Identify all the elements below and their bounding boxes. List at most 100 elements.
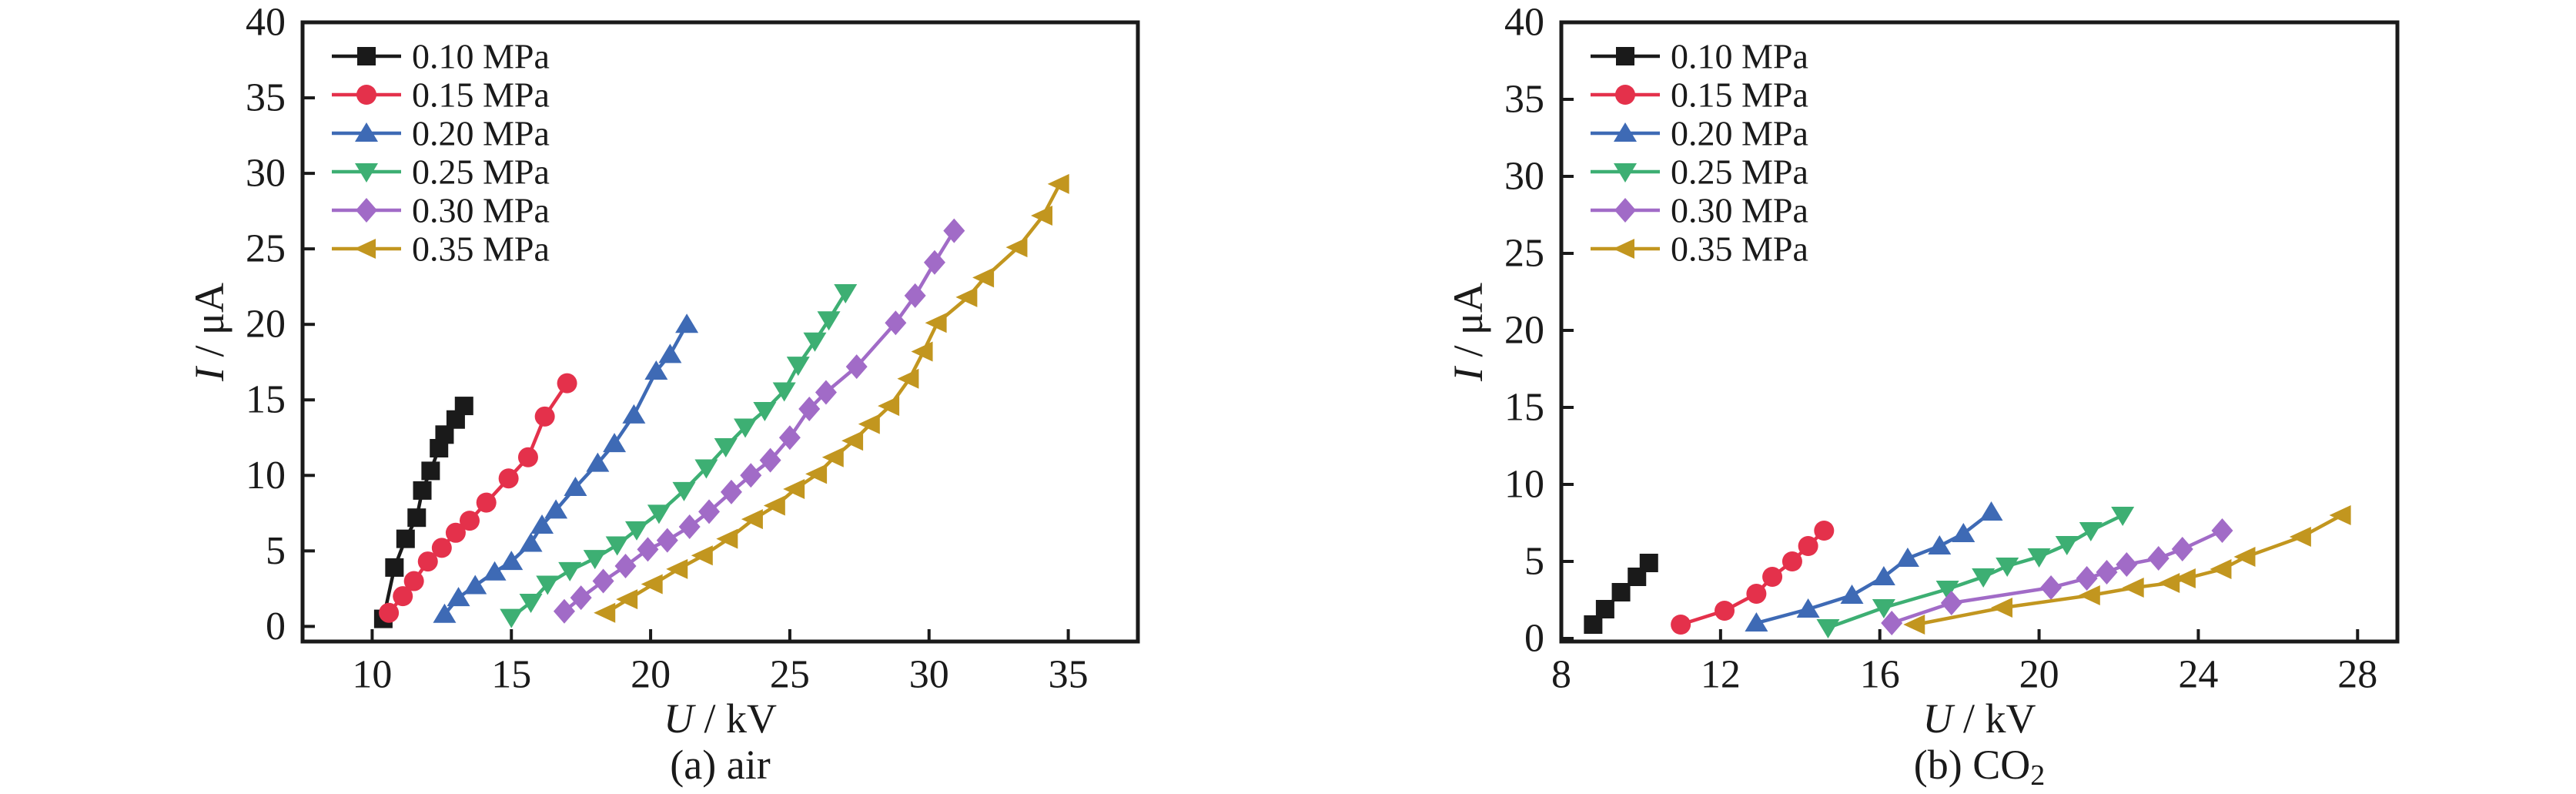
triangle-left-marker-icon [955, 286, 978, 307]
triangle-down-marker-icon [647, 504, 671, 524]
diamond-marker-icon [904, 283, 926, 308]
diamond-marker-icon [1881, 611, 1903, 635]
triangle-left-marker-icon [925, 313, 947, 333]
legend-item: 0.20 MPa [332, 114, 550, 153]
square-marker-icon [396, 529, 415, 548]
triangle-up-marker-icon [1979, 501, 2003, 521]
square-marker-icon [1639, 554, 1658, 572]
plot-frame [300, 20, 1140, 644]
legend-label: 0.25 MPa [1671, 152, 1808, 192]
triangle-down-marker-icon [672, 481, 696, 501]
triangle-left-marker-icon [2210, 559, 2232, 579]
y-tick-label: 40 [1504, 1, 1544, 45]
triangle-down-marker-icon [1996, 558, 2019, 577]
x-axis-label: U / kV [1923, 695, 2036, 742]
triangle-left-marker-icon [666, 558, 688, 579]
triangle-down-marker-icon [583, 550, 607, 570]
triangle-left-marker-icon [805, 464, 828, 484]
triangle-left-marker-icon [354, 239, 376, 259]
diamond-marker-icon [815, 380, 837, 405]
legend-label: 0.15 MPa [1671, 75, 1808, 115]
legend-item: 0.15 MPa [332, 75, 550, 115]
square-marker-icon [1595, 600, 1614, 618]
square-marker-icon [1616, 47, 1634, 65]
legend-label: 0.10 MPa [1671, 37, 1808, 76]
triangle-down-marker-icon [558, 561, 582, 581]
triangle-up-marker-icon [1840, 585, 1864, 604]
triangle-up-marker-icon [1952, 523, 1975, 542]
triangle-up-marker-icon [586, 452, 610, 472]
legend-item: 0.30 MPa [1591, 191, 1808, 230]
triangle-down-marker-icon [817, 311, 841, 331]
series-0.10-MPa [373, 397, 473, 628]
series-0.30-MPa [1881, 518, 2233, 635]
triangle-up-marker-icon [622, 404, 646, 424]
circle-marker-icon [517, 447, 538, 467]
diamond-marker-icon [656, 528, 678, 553]
triangle-left-marker-icon [2233, 547, 2256, 567]
triangle-down-marker-icon [834, 284, 858, 304]
y-tick-label: 0 [1524, 617, 1544, 661]
triangle-left-marker-icon [1903, 615, 1925, 635]
triangle-left-marker-icon [1047, 173, 1069, 194]
circle-marker-icon [1814, 521, 1835, 541]
y-tick-label: 10 [1504, 463, 1544, 507]
triangle-left-marker-icon [691, 545, 713, 566]
diamond-marker-icon [845, 354, 868, 380]
y-tick-label: 15 [246, 378, 286, 422]
triangle-up-marker-icon [658, 343, 682, 363]
legend-item: 0.35 MPa [332, 229, 550, 269]
triangle-down-marker-icon [536, 575, 560, 595]
triangle-left-marker-icon [821, 447, 844, 467]
x-axis-label: U / kV [664, 695, 777, 742]
series-0.35-MPa [1903, 505, 2351, 635]
y-tick-label: 30 [246, 152, 286, 196]
diamond-marker-icon [614, 553, 637, 578]
series-line [563, 229, 956, 613]
x-tick-label: 12 [1701, 653, 1741, 697]
circle-marker-icon [1762, 567, 1783, 587]
diamond-marker-icon [2171, 537, 2193, 561]
x-tick-label: 25 [770, 653, 810, 697]
diamond-marker-icon [943, 218, 965, 243]
triangle-up-marker-icon [564, 476, 587, 496]
legend-label: 0.35 MPa [1671, 229, 1808, 269]
triangle-down-marker-icon [772, 382, 796, 402]
triangle-left-marker-icon [1991, 598, 2013, 618]
triangle-up-marker-icon [1614, 122, 1637, 142]
triangle-left-marker-icon [716, 528, 738, 549]
diamond-marker-icon [885, 310, 907, 336]
triangle-down-marker-icon [734, 418, 758, 438]
square-marker-icon [454, 397, 473, 416]
legend-item: 0.25 MPa [1591, 152, 1808, 192]
x-tick-label: 35 [1049, 653, 1089, 697]
diamond-marker-icon [356, 198, 377, 223]
triangle-left-marker-icon [2329, 505, 2351, 525]
triangle-down-marker-icon [2055, 536, 2079, 555]
diamond-marker-icon [2147, 546, 2170, 571]
x-tick-label: 30 [909, 653, 949, 697]
circle-marker-icon [431, 538, 452, 558]
triangle-down-marker-icon [803, 332, 827, 352]
y-tick-label: 5 [266, 529, 286, 573]
square-marker-icon [421, 461, 440, 481]
triangle-down-marker-icon [1872, 599, 1895, 618]
triangle-up-marker-icon [1745, 612, 1768, 632]
diamond-marker-icon [2076, 566, 2098, 591]
triangle-down-marker-icon [2027, 548, 2051, 568]
triangle-up-marker-icon [355, 122, 378, 142]
triangle-left-marker-icon [2289, 527, 2311, 547]
triangle-left-marker-icon [2173, 568, 2196, 588]
circle-marker-icon [557, 373, 577, 394]
y-tick-label: 15 [1504, 386, 1544, 430]
legend-item: 0.35 MPa [1591, 229, 1808, 269]
triangle-left-marker-icon [641, 574, 663, 595]
x-tick-label: 10 [352, 653, 392, 697]
square-marker-icon [385, 558, 404, 577]
diamond-marker-icon [798, 397, 821, 422]
triangle-up-marker-icon [483, 561, 507, 581]
triangle-left-marker-icon [1613, 239, 1634, 259]
series-0.35-MPa [594, 173, 1069, 623]
